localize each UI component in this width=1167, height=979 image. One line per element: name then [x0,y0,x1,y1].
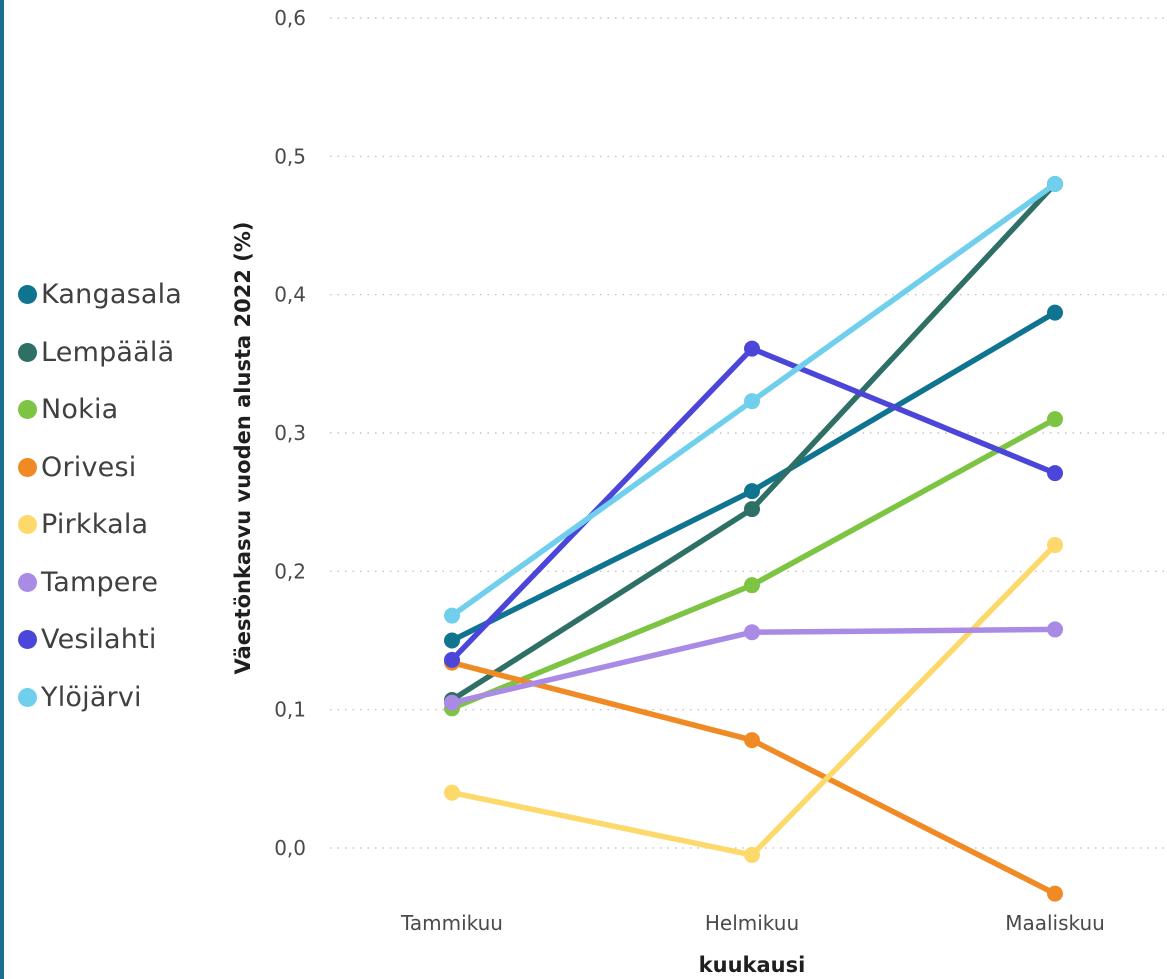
data-point-ylojarvi [444,607,460,624]
legend-marker [18,342,37,362]
data-point-vesilahti [444,651,460,668]
y-tick-label: 0,0 [274,836,306,860]
data-point-ylojarvi [1047,176,1063,192]
grid [330,17,1167,849]
legend-item-pirkkala: Pirkkala [18,496,182,554]
legend-label: Ylöjärvi [41,681,142,713]
left-border [0,0,4,979]
data-point-kangasala [1047,304,1063,321]
series-nokia [444,411,1063,717]
data-point-nokia [744,577,760,594]
legend: Kangasala Lempäälä Nokia Orivesi Pirkkala Tam… [18,266,182,726]
x-axis-ticks: Tammikuu Helmikuu Maaliskuu [400,911,1105,935]
data-point-tampere [744,624,760,641]
legend-item-vesilahti: Vesilahti [18,611,182,669]
data-point-pirkkala [444,784,460,801]
data-point-tampere [444,694,460,711]
legend-marker [18,630,37,650]
legend-label: Lempäälä [41,336,175,368]
legend-item-nokia: Nokia [18,381,182,439]
data-point-vesilahti [1047,465,1063,482]
data-point-orivesi [744,732,760,749]
series-ylojarvi [444,176,1063,624]
legend-marker [18,687,37,707]
data-point-orivesi [1047,885,1063,902]
series-kangasala [444,304,1063,649]
y-axis-title: Väestönkasvu vuoden alusta 2022 (%) [231,222,255,675]
legend-label: Kangasala [41,279,183,311]
legend-item-tampere: Tampere [18,554,182,612]
x-axis-title: kuukausi [699,953,806,977]
series-tampere [444,621,1063,711]
data-point-pirkkala [744,846,760,863]
data-point-pirkkala [1047,537,1063,554]
y-axis-ticks: 0,0 0,1 0,2 0,3 0,4 0,5 0,6 [274,6,306,860]
data-point-kangasala [744,483,760,500]
data-point-kangasala [444,632,460,649]
data-point-nokia [1047,411,1063,428]
series-group [444,176,1063,902]
y-tick-label: 0,5 [274,144,306,168]
data-point-lempaala [744,501,760,518]
series-vesilahti [444,340,1063,668]
legend-label: Pirkkala [41,509,149,541]
series-pirkkala [444,537,1063,863]
series-orivesi [444,654,1063,902]
data-point-vesilahti [744,340,760,357]
x-tick-label: Helmikuu [705,911,799,935]
x-tick-label: Tammikuu [400,911,503,935]
y-tick-label: 0,3 [274,421,306,445]
legend-marker [18,400,37,420]
legend-marker [18,457,37,477]
legend-item-orivesi: Orivesi [18,439,182,497]
legend-marker [18,572,37,592]
series-line-lempaala [449,181,1058,703]
legend-marker [18,285,37,305]
data-point-ylojarvi [744,393,760,410]
x-tick-label: Maaliskuu [1005,911,1105,935]
legend-label: Nokia [41,394,119,426]
legend-label: Vesilahti [41,624,157,656]
y-tick-label: 0,2 [274,559,306,583]
data-point-tampere [1047,621,1063,638]
legend-label: Tampere [41,566,159,598]
legend-item-ylojarvi: Ylöjärvi [18,669,182,727]
legend-item-lempaala: Lempäälä [18,324,182,382]
y-tick-label: 0,4 [274,283,306,307]
y-tick-label: 0,1 [274,698,306,722]
legend-label: Orivesi [41,451,137,483]
legend-item-kangasala: Kangasala [18,266,182,324]
y-tick-label: 0,6 [274,6,306,30]
legend-marker [18,515,37,535]
